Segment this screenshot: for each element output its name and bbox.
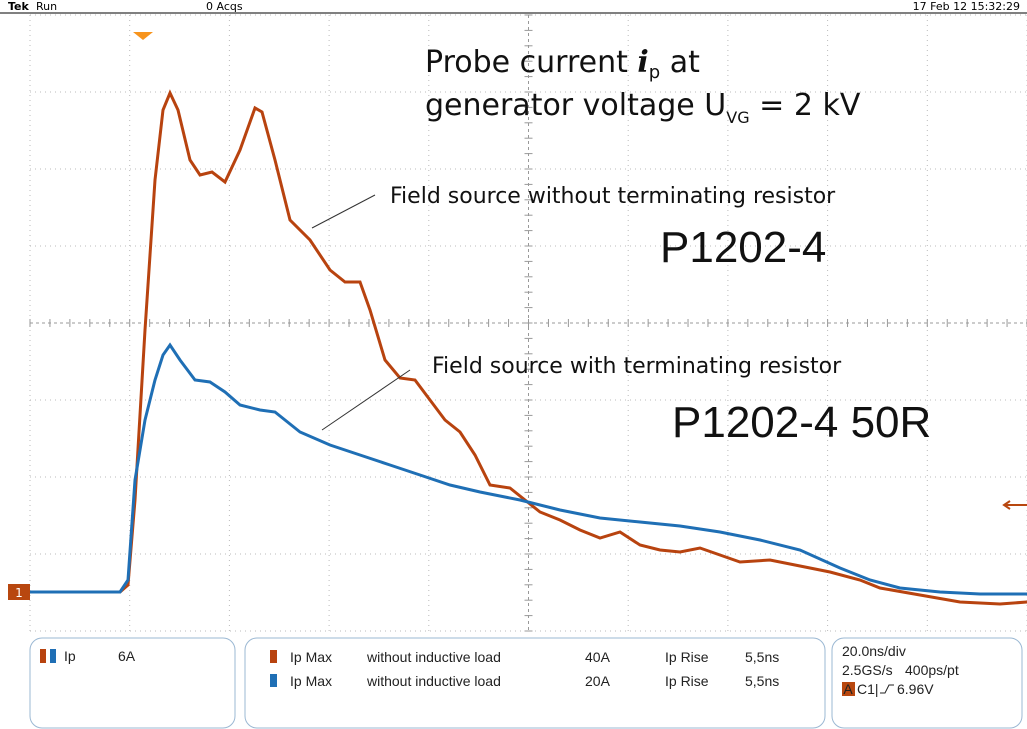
channel-name: Ip	[64, 648, 76, 664]
meas-cell: without inductive load	[366, 649, 501, 665]
meas-cell: 20A	[585, 673, 611, 689]
timebase-panel	[831, 637, 1023, 729]
measurement-panel	[244, 637, 826, 729]
measurements: Ip Max without inductive load 40A Ip Rise 5,…	[270, 649, 779, 689]
meas-cell: Ip Max	[290, 649, 332, 665]
ch-swatch	[40, 649, 46, 663]
channel-scale: 6A	[118, 648, 136, 664]
trigger-level: 6.96V	[897, 681, 934, 697]
run-state: Run	[36, 0, 57, 13]
meas-cell: Ip Rise	[665, 649, 709, 665]
meas-cell: 5,5ns	[745, 649, 779, 665]
model-with: P1202-4 50R	[672, 398, 931, 447]
meas-swatch	[270, 650, 277, 663]
trigger-level-arrow	[1002, 500, 1027, 510]
meas-cell: 5,5ns	[745, 673, 779, 689]
waveform-with-resistor	[30, 342, 1027, 596]
meas-cell: 40A	[585, 649, 611, 665]
acquisitions: 0 Acqs	[206, 0, 243, 13]
datetime: 17 Feb 12 15:32:29	[913, 0, 1020, 13]
trigger-mode-box	[842, 682, 855, 696]
label-without: Field source without terminating resisto…	[390, 184, 836, 209]
meas-cell: without inductive load	[366, 673, 501, 689]
leader-line	[321, 369, 411, 431]
edge-icon	[880, 684, 894, 694]
meas-cell: Ip Rise	[665, 673, 709, 689]
waveform-without-resistor	[30, 89, 1027, 606]
channel-marker	[8, 584, 30, 600]
channel-panel	[29, 637, 236, 729]
title-line-1: Probe current ip at	[425, 45, 700, 83]
ch-swatch	[50, 649, 56, 663]
trigger-mode: A	[843, 681, 853, 697]
trigger-source: C1|	[857, 681, 879, 697]
trigger-position	[133, 32, 153, 40]
meas-swatch	[270, 674, 277, 687]
sample-rate: 2.5GS/s	[842, 662, 893, 678]
timebase-scale: 20.0ns/div	[842, 643, 906, 659]
graticule	[29, 14, 1027, 632]
channel-marker-label: 1	[15, 586, 23, 600]
title-line-2: generator voltage UVG = 2 kV	[425, 88, 861, 127]
model-without: P1202-4	[660, 223, 826, 272]
resolution: 400ps/pt	[905, 662, 959, 678]
leader-line	[311, 194, 376, 229]
label-with: Field source with terminating resistor	[432, 354, 842, 379]
brand: Tek	[8, 0, 30, 13]
meas-cell: Ip Max	[290, 673, 332, 689]
